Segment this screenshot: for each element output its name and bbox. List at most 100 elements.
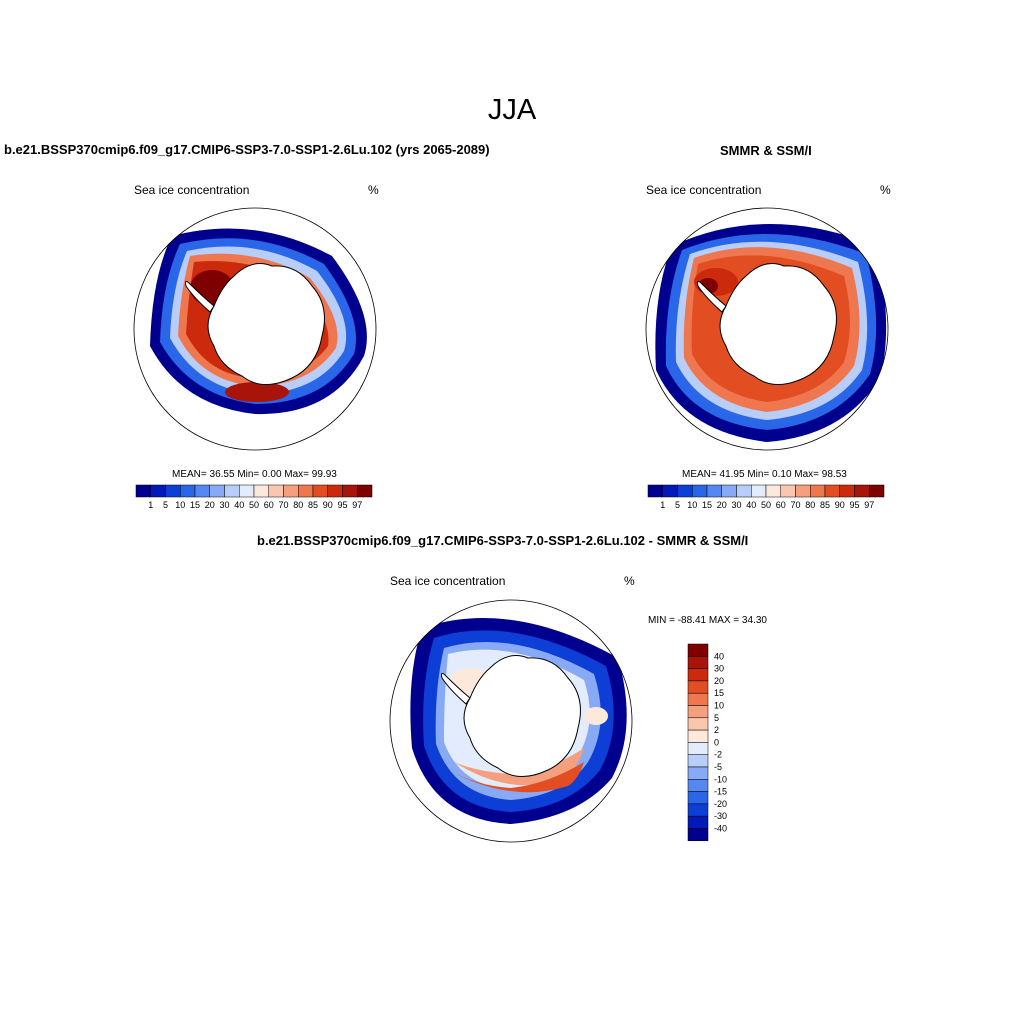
colorbar-model-tick-label: 80 [293,500,303,510]
colorbar-diff-tick-label: -40 [714,824,727,834]
colorbar-model-swatch [253,484,269,498]
colorbar-model-tick-label: 40 [234,500,244,510]
colorbar-diff-tick-label: 10 [714,701,724,711]
map-obs [645,207,889,451]
colorbar-obs-swatch [854,484,870,498]
colorbar-diff-tick-label: 30 [714,664,724,674]
colorbar-diff-swatch [687,705,709,719]
colorbar-obs-swatch [869,484,885,498]
colorbar-diff-tick-label: 20 [714,676,724,686]
colorbar-diff-tick-label: 5 [714,713,719,723]
colorbar-model: 1 5 10 15 20 30 40 50 60 70 80 85 90 95 97 [135,484,373,510]
panel-diff-stats: MIN = -88.41 MAX = 34.30 [648,615,767,626]
colorbar-obs-swatch [795,484,811,498]
colorbar-diff-tick-label: -30 [714,811,727,821]
colorbar-obs-tick-label: 20 [717,500,727,510]
colorbar-diff-swatch [687,668,709,682]
colorbar-obs-swatch [839,484,855,498]
colorbar-obs-tick-label: 15 [702,500,712,510]
colorbar-diff-swatch [687,742,709,755]
colorbar-model-tick-label: 15 [190,500,200,510]
colorbar-obs-tick-label: 10 [687,500,697,510]
colorbar-obs-tick-label: 30 [731,500,741,510]
colorbar-diff-swatch [687,729,709,743]
colorbar-diff-tick-label: -5 [714,762,722,772]
panel-obs-title: SMMR & SSM/I [720,143,812,158]
colorbar-model-tick-label: 5 [163,500,168,510]
colorbar-model-tick-label: 95 [337,500,347,510]
panel-diff-left-label: Sea ice concentration [390,574,506,588]
colorbar-obs-tick-label: 85 [820,500,830,510]
colorbar-diff-tick-label: 0 [714,737,719,747]
colorbar-diff-swatch [687,754,709,768]
colorbar-model-swatch [283,484,299,498]
colorbar-diff-tick-label: 40 [714,651,724,661]
colorbar-obs-swatch [706,484,722,498]
panel-obs-stats: MEAN= 41.95 Min= 0.10 Max= 98.53 [682,469,847,480]
panel-model-units-label: % [368,183,379,197]
panel-model-title: b.e21.BSSP370cmip6.f09_g17.CMIP6-SSP3-7.… [4,142,490,157]
panel-obs-left-label: Sea ice concentration [646,183,762,197]
colorbar-diff-swatch [687,692,709,706]
map-diff [389,599,633,843]
colorbar-obs-swatch [765,484,781,498]
colorbar-model-swatch [150,484,166,498]
colorbar-diff-swatch [687,791,709,805]
colorbar-obs-tick-label: 60 [776,500,786,510]
colorbar-diff-swatch [687,815,709,829]
panel-diff-title: b.e21.BSSP370cmip6.f09_g17.CMIP6-SSP3-7.… [257,533,749,548]
colorbar-diff-swatch [687,717,709,731]
colorbar-model-tick-label: 50 [249,500,259,510]
colorbar-obs-swatch [692,484,708,498]
colorbar-model-swatch [342,484,358,498]
colorbar-obs-swatch [721,484,737,498]
colorbar-model-swatch [357,484,373,498]
colorbar-obs-tick-label: 95 [849,500,859,510]
colorbar-diff-tick-label: -2 [714,750,722,760]
colorbar-model-tick-label: 60 [264,500,274,510]
panel-obs-units-label: % [880,183,891,197]
colorbar-model-swatch [194,484,210,498]
colorbar-obs-swatch [751,484,767,498]
figure-title: JJA [487,94,537,126]
colorbar-obs-tick-label: 90 [835,500,845,510]
colorbar-diff-swatch [687,779,709,792]
colorbar-diff-swatch [687,643,709,657]
panel-model-stats: MEAN= 36.55 Min= 0.00 Max= 99.93 [172,469,337,480]
colorbar-model-swatch [180,484,196,498]
colorbar-model-swatch [298,484,314,498]
colorbar-diff-swatch [687,656,709,669]
colorbar-model-tick-label: 97 [352,500,362,510]
colorbar-model-tick-label: 70 [278,500,288,510]
colorbar-obs-swatch [662,484,678,498]
colorbar-model-tick-label: 30 [219,500,229,510]
colorbar-model-tick-label: 1 [148,500,153,510]
colorbar-obs-swatch [677,484,693,498]
colorbar-obs-swatch [824,484,840,498]
colorbar-diff-swatch [687,766,709,780]
colorbar-diff-tick-label: -10 [714,774,727,784]
colorbar-obs: 1 5 10 15 20 30 40 50 60 70 80 85 90 95 97 [647,484,885,510]
colorbar-diff-tick-label: -20 [714,799,727,809]
colorbar-obs-tick-label: 80 [805,500,815,510]
panel-model-left-label: Sea ice concentration [134,183,250,197]
colorbar-obs-swatch [780,484,796,498]
colorbar-model-swatch [312,484,328,498]
colorbar-obs-tick-label: 1 [660,500,665,510]
colorbar-model-swatch [135,484,151,498]
colorbar-model-swatch [165,484,181,498]
colorbar-obs-tick-label: 97 [864,500,874,510]
panel-diff-units-label: % [624,574,635,588]
map-model [133,207,377,451]
colorbar-model-tick-label: 90 [323,500,333,510]
colorbar-model-tick-label: 85 [308,500,318,510]
colorbar-diff-swatch [687,803,709,817]
colorbar-model-tick-label: 10 [175,500,185,510]
colorbar-diff-tick-label: -15 [714,787,727,797]
colorbar-model-swatch [327,484,343,498]
colorbar-obs-tick-label: 70 [790,500,800,510]
colorbar-obs-tick-label: 5 [675,500,680,510]
colorbar-obs-swatch [736,484,752,498]
colorbar-diff-tick-label: 2 [714,725,719,735]
